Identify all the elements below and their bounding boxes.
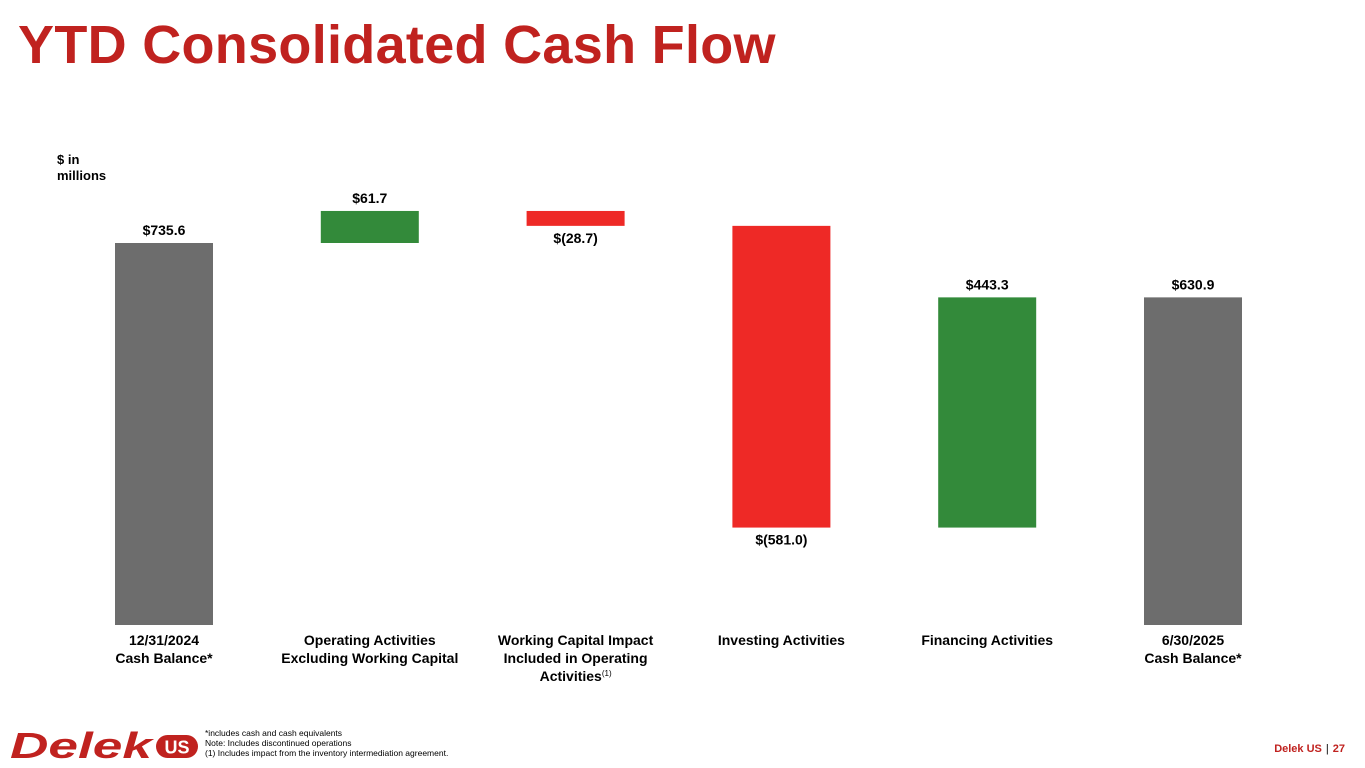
page-footer: Delek US | 27 [1274,743,1345,755]
delek-us-logo: Delek US [10,725,200,767]
category-label: Financing Activities [882,631,1092,649]
category-label-line: Working Capital Impact [497,632,654,648]
bar [320,210,419,243]
footer-separator: | [1325,743,1329,755]
bar [732,225,831,528]
page-number: 27 [1332,743,1345,755]
svg-text:Delek: Delek [10,728,155,762]
category-label: Operating Activities Excluding Working Ca… [265,631,475,667]
footnote: (1) Includes impact from the inventory i… [205,748,449,758]
footnotes: *includes cash and cash equivalents Note… [205,728,448,758]
category-label: 6/30/2025 Cash Balance* [1088,631,1298,667]
bar [938,297,1037,528]
unit-label: $ in millions [57,152,107,183]
bar [526,210,625,226]
footer-company: Delek US [1274,743,1322,755]
data-label: $735.6 [143,222,186,238]
category-label-line: Financing Activities [921,632,1054,648]
data-label: $(28.7) [553,230,597,246]
category-label-line: 6/30/2025 [1161,632,1225,648]
category-label: Investing Activities [676,631,886,649]
data-label: $(581.0) [755,532,807,548]
category-label-line: Cash Balance* [115,650,213,666]
bar [115,243,213,625]
category-label-line: 12/31/2024 [128,632,200,648]
category-label-line: Activities [539,668,602,684]
bar [1144,297,1242,625]
footnote: *includes cash and cash equivalents [205,728,343,738]
footnote-ref: (1) [601,669,612,678]
category-label-line: Included in Operating [503,650,648,666]
category-label-line: Investing Activities [717,632,845,648]
page-title: YTD Consolidated Cash Flow [18,15,776,75]
category-label: Working Capital Impact Included in Operat… [471,631,681,685]
svg-text:US: US [164,738,189,758]
data-label: $630.9 [1172,276,1215,292]
data-label: $443.3 [966,276,1009,292]
data-label: $61.7 [352,190,387,206]
category-label-line: Excluding Working Capital [281,650,459,666]
category-label-line: Cash Balance* [1144,650,1242,666]
footnote: Note: Includes discontinued operations [205,738,352,748]
category-label-line: Operating Activities [303,632,436,648]
category-label: 12/31/2024 Cash Balance* [59,631,269,667]
